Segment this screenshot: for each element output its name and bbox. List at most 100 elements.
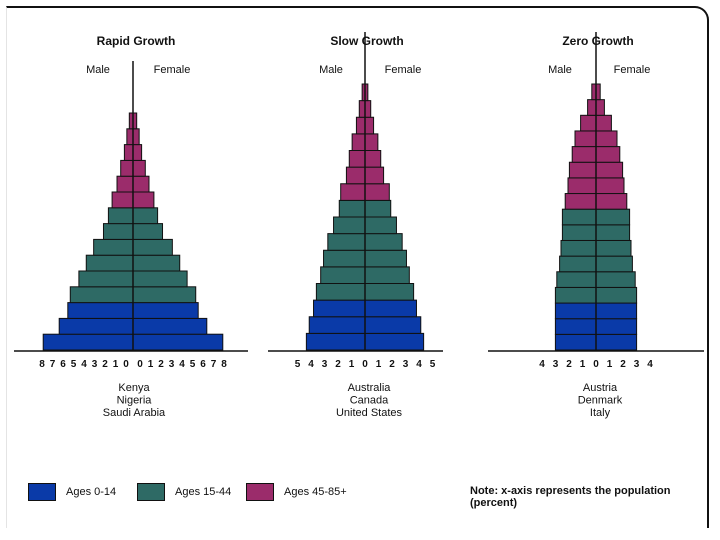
bar-male-zero-growth bbox=[571, 146, 597, 163]
bar-male-rapid-growth bbox=[78, 270, 134, 288]
x-tick-label: 3 bbox=[322, 359, 328, 370]
bar-male-slow-growth bbox=[315, 283, 366, 301]
bar-male-rapid-growth bbox=[93, 238, 134, 256]
bar-male-rapid-growth bbox=[67, 302, 134, 319]
x-tick-label: 4 bbox=[539, 359, 545, 370]
x-tick-label: 0 bbox=[137, 359, 143, 370]
bar-female-rapid-growth bbox=[132, 128, 140, 146]
bar-female-rapid-growth bbox=[132, 238, 173, 256]
axis-note: Note: x-axis represents the population (… bbox=[470, 485, 671, 509]
bar-male-zero-growth bbox=[564, 193, 597, 210]
legend-item-ages-15-44: Ages 15-44 bbox=[137, 483, 231, 501]
x-tick-label: 4 bbox=[308, 359, 314, 370]
bar-male-rapid-growth bbox=[116, 175, 134, 193]
x-tick-label: 5 bbox=[71, 359, 77, 370]
country-label: Kenya bbox=[118, 382, 150, 394]
legend-swatch-0-14 bbox=[28, 483, 56, 501]
bar-female-slow-growth bbox=[364, 133, 379, 151]
bar-male-slow-growth bbox=[308, 316, 366, 334]
bar-male-slow-growth bbox=[348, 150, 366, 168]
x-tick-label: 6 bbox=[60, 359, 66, 370]
bar-male-rapid-growth bbox=[42, 333, 134, 351]
bar-male-zero-growth bbox=[556, 271, 597, 288]
bar-female-rapid-growth bbox=[132, 175, 150, 193]
bar-female-rapid-growth bbox=[132, 223, 164, 240]
bar-male-zero-growth bbox=[554, 286, 597, 304]
bar-female-slow-growth bbox=[364, 116, 375, 135]
x-tick-label: 3 bbox=[553, 359, 559, 370]
bar-female-slow-growth bbox=[364, 249, 407, 268]
bar-male-rapid-growth bbox=[58, 317, 134, 335]
legend-swatch-15-44 bbox=[137, 483, 165, 501]
bar-female-rapid-growth bbox=[132, 159, 146, 177]
female-label: Female bbox=[154, 64, 191, 76]
x-tick-label: 2 bbox=[389, 359, 395, 370]
bar-male-rapid-growth bbox=[69, 286, 134, 304]
x-tick-label: 5 bbox=[295, 359, 301, 370]
bar-female-slow-growth bbox=[364, 199, 392, 218]
x-tick-label: 8 bbox=[221, 359, 227, 370]
x-tick-label: 2 bbox=[102, 359, 108, 370]
x-tick-label: 4 bbox=[81, 359, 87, 370]
x-tick-label: 0 bbox=[123, 359, 129, 370]
male-label: Male bbox=[319, 64, 343, 76]
bar-female-rapid-growth bbox=[132, 144, 143, 161]
x-tick-label: 4 bbox=[416, 359, 422, 370]
bar-female-zero-growth bbox=[595, 318, 638, 335]
bar-female-rapid-growth bbox=[132, 286, 197, 304]
bar-male-zero-growth bbox=[561, 208, 597, 226]
x-tick-label: 2 bbox=[158, 359, 164, 370]
bar-male-zero-growth bbox=[560, 239, 597, 257]
legend-label: Ages 45-85+ bbox=[284, 486, 347, 498]
bar-female-zero-growth bbox=[595, 302, 638, 320]
bar-male-zero-growth bbox=[559, 255, 597, 273]
bar-female-slow-growth bbox=[364, 316, 422, 334]
bar-male-zero-growth bbox=[587, 99, 597, 116]
x-tick-label: 2 bbox=[620, 359, 626, 370]
female-label: Female bbox=[385, 64, 422, 76]
bar-female-zero-growth bbox=[595, 130, 618, 148]
bar-female-zero-growth bbox=[595, 99, 605, 116]
bar-male-zero-growth bbox=[574, 130, 597, 148]
bar-male-slow-growth bbox=[327, 233, 366, 251]
x-tick-label: 0 bbox=[593, 359, 599, 370]
x-tick-label: 3 bbox=[92, 359, 98, 370]
x-tick-label: 6 bbox=[200, 359, 206, 370]
bar-female-zero-growth bbox=[595, 271, 636, 288]
country-label: Australia bbox=[348, 382, 392, 394]
country-label: Denmark bbox=[578, 395, 623, 407]
x-tick-label: 1 bbox=[376, 359, 382, 370]
male-label: Male bbox=[86, 64, 110, 76]
male-label: Male bbox=[548, 64, 572, 76]
bar-male-zero-growth bbox=[554, 318, 597, 335]
bar-male-rapid-growth bbox=[107, 207, 134, 225]
chart-title-slow-growth: Slow Growth bbox=[330, 34, 403, 48]
x-tick-label: 0 bbox=[362, 359, 368, 370]
bar-female-slow-growth bbox=[364, 266, 410, 284]
bar-female-zero-growth bbox=[595, 161, 624, 179]
country-label: United States bbox=[336, 407, 403, 419]
bar-female-zero-growth bbox=[595, 224, 631, 241]
chart-title-rapid-growth: Rapid Growth bbox=[97, 34, 176, 48]
x-tick-label: 4 bbox=[647, 359, 653, 370]
x-tick-label: 1 bbox=[580, 359, 586, 370]
bar-female-rapid-growth bbox=[132, 207, 159, 225]
bar-female-zero-growth bbox=[595, 208, 631, 226]
bar-female-zero-growth bbox=[595, 286, 638, 304]
bar-male-slow-growth bbox=[333, 216, 366, 235]
bar-female-slow-growth bbox=[364, 233, 403, 251]
bar-female-rapid-growth bbox=[132, 254, 181, 272]
x-tick-label: 5 bbox=[190, 359, 196, 370]
bar-female-slow-growth bbox=[364, 150, 382, 168]
bar-female-slow-growth bbox=[364, 216, 397, 235]
bar-male-rapid-growth bbox=[126, 128, 134, 146]
bar-male-zero-growth bbox=[567, 177, 597, 195]
bar-female-slow-growth bbox=[364, 166, 385, 185]
bar-female-rapid-growth bbox=[132, 317, 208, 335]
bar-female-zero-growth bbox=[595, 193, 628, 210]
bar-female-slow-growth bbox=[364, 100, 372, 118]
country-label: Austria bbox=[583, 382, 618, 394]
x-tick-label: 3 bbox=[169, 359, 175, 370]
x-tick-label: 1 bbox=[148, 359, 154, 370]
